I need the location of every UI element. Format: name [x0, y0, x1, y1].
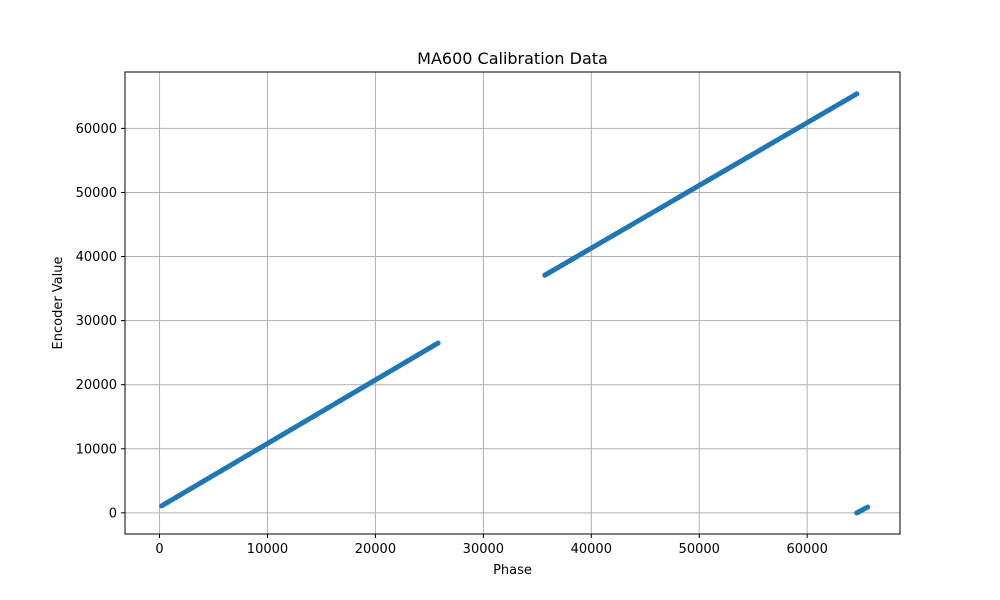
grid	[125, 72, 900, 534]
plot-area-frame	[124, 71, 901, 535]
data-point	[865, 504, 871, 510]
data-point	[435, 340, 441, 346]
x-tick-label: 10000	[247, 542, 288, 557]
y-axis-label: Encoder Value	[51, 257, 66, 350]
x-axis-ticks: 0 10000 20000 30000 40000 50000 60000	[155, 534, 828, 557]
x-tick-label: 60000	[786, 542, 827, 557]
y-tick-label: 30000	[76, 314, 117, 329]
y-axis-ticks: 0 10000 20000 30000 40000 50000 60000	[76, 122, 125, 521]
x-tick-label: 30000	[463, 542, 504, 557]
x-tick-label: 20000	[355, 542, 396, 557]
x-tick-label: 40000	[571, 542, 612, 557]
y-tick-label: 20000	[76, 378, 117, 393]
chart-title: MA600 Calibration Data	[417, 49, 608, 68]
y-tick-label: 60000	[76, 122, 117, 137]
y-tick-label: 50000	[76, 186, 117, 201]
y-tick-label: 40000	[76, 250, 117, 265]
y-tick-label: 10000	[76, 442, 117, 457]
data-points	[159, 91, 871, 516]
x-tick-label: 0	[155, 542, 163, 557]
x-axis-label: Phase	[493, 563, 532, 578]
y-tick-label: 0	[109, 506, 117, 521]
data-point	[854, 91, 860, 97]
x-tick-label: 50000	[679, 542, 720, 557]
